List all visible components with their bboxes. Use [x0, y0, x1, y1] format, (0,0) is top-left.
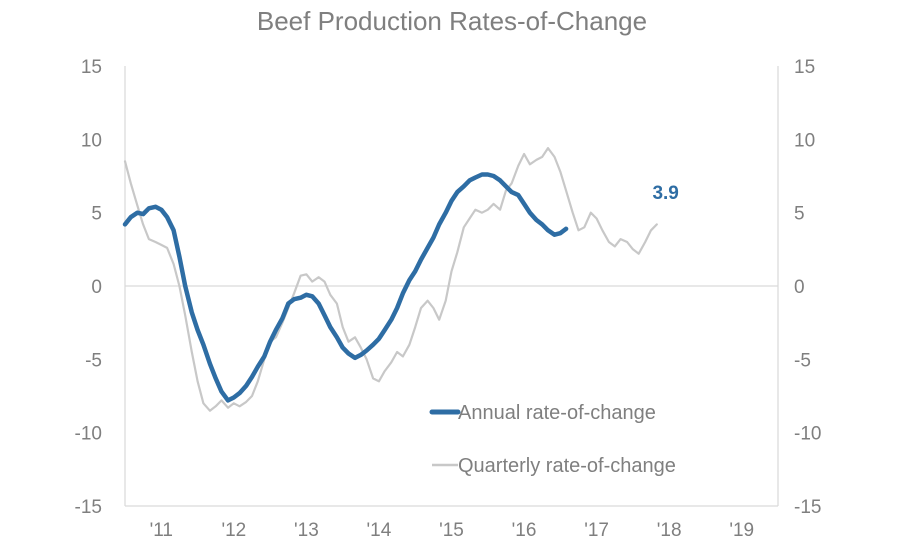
y-tick-label-right: 5: [794, 204, 805, 225]
y-tick-label-right: -10: [794, 424, 821, 445]
x-tick-labels: '11 '12 '13 '14 '15 '16 '17 '18 '19: [150, 520, 755, 541]
y-tick-label-left: 10: [81, 130, 102, 151]
legend-label-annual: Annual rate-of-change: [458, 402, 656, 424]
x-tick-label: '14: [367, 520, 392, 541]
legend-label-quarterly: Quarterly rate-of-change: [458, 455, 676, 477]
x-tick-label: '13: [294, 520, 319, 541]
series-annual-line: [122, 172, 569, 403]
y-tick-label-right: -15: [794, 497, 821, 518]
series-quarterly-line: [123, 147, 658, 412]
y-tick-label-left: 15: [81, 57, 102, 78]
annotation-label: 3.9: [652, 183, 678, 204]
y-tick-label-left: 5: [91, 204, 102, 225]
x-tick-label: '15: [439, 520, 464, 541]
left-y-tick-labels: 15 10 5 0 -5 -10 -15: [75, 57, 102, 518]
x-tick-label: '19: [729, 520, 754, 541]
x-tick-label: '12: [221, 520, 246, 541]
y-tick-label-right: 15: [794, 57, 815, 78]
chart-title: Beef Production Rates-of-Change: [257, 6, 647, 36]
y-tick-label-right: -5: [794, 350, 811, 371]
x-tick-label: '11: [150, 520, 173, 541]
axes: [124, 66, 779, 507]
legend: Annual rate-of-change Quarterly rate-of-…: [429, 402, 676, 477]
right-y-tick-labels: 15 10 5 0 -5 -10 -15: [794, 57, 821, 518]
y-tick-label-left: -15: [75, 497, 102, 518]
y-tick-label-left: -10: [75, 424, 102, 445]
series-layer: [122, 147, 658, 412]
y-tick-label-right: 0: [794, 277, 805, 298]
y-tick-label-right: 10: [794, 130, 815, 151]
x-tick-label: '17: [584, 520, 609, 541]
x-tick-label: '18: [657, 520, 682, 541]
y-tick-label-left: -5: [85, 350, 102, 371]
y-tick-label-left: 0: [91, 277, 102, 298]
x-tick-label: '16: [512, 520, 537, 541]
